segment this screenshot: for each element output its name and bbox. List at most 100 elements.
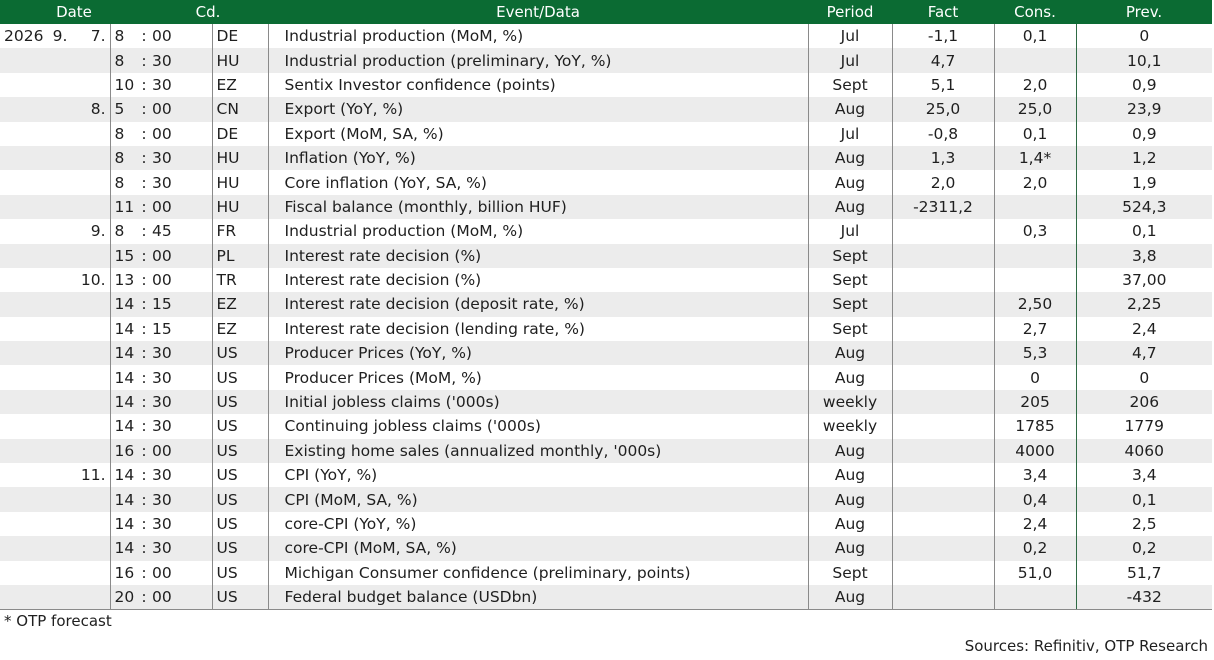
consensus-cell: 4000 (993, 438, 1077, 464)
fact-cell (891, 219, 995, 244)
table-row: 14:15 EZ Interest rate decision (lending r… (0, 316, 1213, 342)
month-cell (46, 268, 74, 292)
hour-cell: 8 (109, 145, 140, 171)
fact-cell: 1,3 (891, 145, 995, 171)
previous-cell: 2,5 (1075, 511, 1213, 537)
year-cell (0, 145, 46, 171)
time-separator: : (140, 341, 148, 366)
event-cell: Industrial production (MoM, %) (267, 24, 809, 49)
table-row: 16:00 US Existing home sales (annualized m… (0, 438, 1213, 464)
year-cell (0, 219, 46, 243)
economic-calendar-table: Date Cd. Event/Data Period Fact Cons. Pr… (0, 0, 1213, 611)
time-separator: : (141, 368, 147, 387)
fact-cell (891, 292, 995, 317)
minute-cell: 00 (148, 97, 212, 122)
period-cell: Jul (807, 121, 893, 146)
time-separator: : (141, 515, 147, 533)
table-row: 14:30 US Initial jobless claims ('000s) wee… (0, 389, 1213, 415)
period-cell: Sept (807, 243, 893, 268)
country-code-cell: US (211, 365, 269, 390)
event-cell: Producer Prices (YoY, %) (267, 341, 809, 366)
hour-cell: 15 (109, 243, 140, 268)
header-consensus: Cons. (994, 0, 1077, 24)
hour-cell: 10 (109, 72, 140, 98)
event-cell: CPI (MoM, SA, %) (267, 487, 809, 512)
country-code-cell: DE (211, 121, 269, 146)
month-cell (46, 292, 74, 317)
time-separator: : (140, 145, 148, 171)
period-cell: Jul (807, 48, 893, 73)
country-code-cell: US (211, 536, 269, 561)
period-cell: weekly (807, 389, 893, 415)
day-cell (74, 73, 110, 97)
month-cell (46, 341, 74, 366)
minute-cell: 00 (148, 243, 212, 268)
event-cell: CPI (YoY, %) (267, 463, 809, 488)
previous-cell: 3,4 (1075, 463, 1213, 488)
month-cell (46, 365, 74, 389)
country-code-cell: US (211, 463, 269, 488)
month-cell (46, 584, 74, 611)
event-cell: Industrial production (MoM, %) (267, 219, 809, 244)
day-cell (74, 512, 110, 536)
previous-cell: 4,7 (1075, 341, 1213, 366)
event-cell: Industrial production (preliminary, YoY,… (267, 48, 809, 73)
fact-cell (891, 267, 995, 293)
time-separator: : (141, 319, 147, 338)
source-note: Sources: Refinitiv, OTP Research (964, 637, 1208, 655)
event-cell: Sentix Investor confidence (points) (267, 72, 809, 98)
consensus-cell: 1785 (993, 414, 1077, 439)
month-cell: 9. (52, 27, 68, 46)
hour-cell: 8 (109, 24, 140, 49)
day-cell (74, 365, 110, 389)
country-code-cell: US (211, 560, 269, 585)
table-header-row: Date Cd. Event/Data Period Fact Cons. Pr… (0, 0, 1213, 24)
table-row: 20:00 US Federal budget balance (USDbn) Aug… (0, 584, 1213, 611)
year-cell (0, 48, 46, 73)
year-cell (0, 341, 46, 366)
fact-cell: 5,1 (891, 72, 995, 98)
time-separator: : (140, 97, 148, 122)
time-separator: : (141, 466, 147, 485)
period-cell: Aug (807, 463, 893, 488)
year-cell (0, 243, 46, 268)
event-cell: Federal budget balance (USDbn) (267, 584, 809, 611)
year-cell (0, 268, 46, 292)
consensus-cell: 0,1 (993, 121, 1077, 146)
header-date: Date (0, 0, 148, 24)
hour-cell: 14 (109, 511, 140, 537)
month-cell (46, 73, 74, 97)
table-row: 16:00 US Michigan Consumer confidence (pre… (0, 560, 1213, 585)
time-separator: : (141, 173, 147, 192)
year-cell (0, 487, 46, 512)
consensus-cell (993, 267, 1077, 293)
previous-cell: 1,2 (1075, 145, 1213, 171)
fact-cell: -0,8 (891, 121, 995, 146)
country-code-cell: EZ (211, 316, 269, 342)
event-cell: Fiscal balance (monthly, billion HUF) (267, 194, 809, 220)
year-cell (0, 561, 46, 585)
header-country-code: Cd. (148, 0, 269, 24)
header-fact: Fact (892, 0, 995, 24)
country-code-cell: US (211, 511, 269, 537)
hour-cell: 8 (109, 121, 140, 146)
hour-cell: 14 (109, 365, 140, 390)
previous-cell: 0,1 (1075, 487, 1213, 512)
previous-cell: 0 (1075, 24, 1213, 49)
year-cell (0, 73, 46, 97)
minute-cell: 15 (152, 319, 172, 338)
event-cell: Initial jobless claims ('000s) (267, 389, 809, 415)
period-cell: Aug (807, 194, 893, 220)
time-separator: : (140, 292, 148, 317)
table-row: 11. 14:30 US CPI (YoY, %) Aug 3,4 3,4 (0, 463, 1213, 488)
day-cell (74, 170, 110, 194)
previous-cell: 4060 (1075, 438, 1213, 464)
fact-cell: -1,1 (891, 24, 995, 49)
minute-cell: 30 (152, 466, 172, 485)
minute-cell: 00 (148, 584, 212, 611)
footnote: * OTP forecast (4, 612, 112, 630)
minute-cell: 30 (148, 145, 212, 171)
table-row: 14:30 US core-CPI (MoM, SA, %) Aug 0,2 0,2 (0, 536, 1213, 561)
table-row: 9. 8:45 FR Industrial production (MoM, %) Ju… (0, 219, 1213, 244)
year-cell (0, 414, 46, 438)
